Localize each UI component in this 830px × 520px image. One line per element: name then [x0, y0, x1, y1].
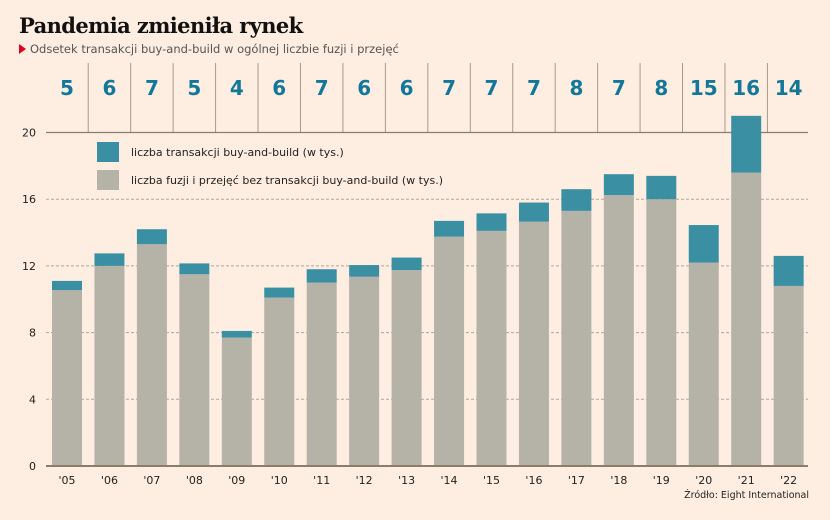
bar-segment-other [179, 274, 210, 466]
percent-value: 8 [569, 76, 583, 100]
y-tick-label: 4 [29, 393, 36, 406]
percent-value: 6 [102, 76, 116, 100]
x-tick-label: '14 [441, 474, 458, 487]
chart-title: Pandemia zmieniła rynek [19, 13, 303, 38]
bar-segment-buy-and-build [603, 174, 634, 196]
x-tick-label: '08 [186, 474, 203, 487]
x-tick-label: '06 [101, 474, 118, 487]
bar-segment-other [731, 172, 762, 466]
bar-segment-buy-and-build [561, 189, 592, 211]
legend-swatch-buy-and-build [97, 142, 119, 162]
percent-value: 7 [485, 76, 499, 100]
x-tick-label: '11 [313, 474, 330, 487]
bar-segment-buy-and-build [52, 280, 82, 291]
bar-segment-buy-and-build [476, 213, 507, 231]
x-tick-label: '16 [525, 474, 542, 487]
y-tick-label: 0 [29, 460, 36, 473]
bar-segment-buy-and-build [434, 220, 465, 237]
x-tick-label: '12 [356, 474, 373, 487]
percent-value: 16 [732, 76, 760, 100]
bar-segment-other [688, 262, 719, 466]
percent-value: 7 [442, 76, 456, 100]
x-tick-label: '10 [271, 474, 288, 487]
source-note: Źródło: Eight International [684, 490, 809, 501]
bar-segment-other [773, 285, 804, 466]
bar-segment-buy-and-build [773, 255, 804, 286]
bar-segment-buy-and-build [179, 263, 210, 275]
bar-segment-buy-and-build [518, 202, 549, 222]
x-tick-label: '15 [483, 474, 500, 487]
percent-value: 7 [145, 76, 159, 100]
bar-segment-buy-and-build [264, 287, 295, 298]
bar-segment-other [136, 244, 167, 466]
x-tick-label: '21 [738, 474, 755, 487]
x-tick-label: '22 [780, 474, 797, 487]
x-tick-label: '07 [143, 474, 160, 487]
bar-segment-other [349, 276, 380, 466]
bar-segment-other [603, 195, 634, 466]
x-tick-label: '19 [653, 474, 670, 487]
x-tick-label: '20 [695, 474, 712, 487]
legend-label: liczba transakcji buy-and-build (w tys.) [131, 146, 344, 159]
bar-segment-buy-and-build [391, 257, 422, 271]
percent-value: 5 [60, 76, 74, 100]
x-tick-label: '13 [398, 474, 415, 487]
percent-value: 8 [654, 76, 668, 100]
bar-segment-other [94, 265, 125, 466]
bar-segment-buy-and-build [94, 253, 125, 266]
bar-segment-other [518, 221, 549, 466]
bar-segment-other [52, 290, 82, 466]
subtitle-text: Odsetek transakcji buy-and-build w ogóln… [30, 42, 399, 56]
percent-value: 6 [272, 76, 286, 100]
bar-segment-other [561, 210, 592, 466]
bar-segment-buy-and-build [646, 175, 677, 200]
percent-value: 7 [527, 76, 541, 100]
percent-value: 15 [690, 76, 718, 100]
bar-segment-buy-and-build [349, 265, 380, 277]
bar-segment-other [264, 297, 295, 466]
percent-value: 7 [612, 76, 626, 100]
percent-value: 4 [230, 76, 244, 100]
x-tick-label: '18 [610, 474, 627, 487]
bar-segment-other [434, 236, 465, 466]
bar-segment-buy-and-build [731, 115, 762, 173]
percent-value: 7 [315, 76, 329, 100]
bar-segment-buy-and-build [221, 330, 252, 338]
legend-label: liczba fuzji i przejęć bez transakcji bu… [131, 174, 443, 187]
y-tick-label: 12 [22, 260, 36, 273]
x-tick-label: '09 [228, 474, 245, 487]
bar-segment-buy-and-build [688, 225, 719, 263]
y-tick-label: 16 [22, 193, 36, 206]
percent-value: 5 [187, 76, 201, 100]
bar-segment-other [476, 230, 507, 466]
bar-segment-other [221, 337, 252, 466]
y-tick-label: 20 [22, 127, 36, 140]
bar-segment-other [646, 199, 677, 466]
x-tick-label: '17 [568, 474, 585, 487]
bar-segment-other [391, 270, 422, 466]
percent-value: 14 [775, 76, 803, 100]
bar-segment-buy-and-build [306, 269, 337, 283]
percent-value: 6 [357, 76, 371, 100]
chart-subtitle: Odsetek transakcji buy-and-build w ogóln… [19, 42, 399, 56]
percent-value: 6 [400, 76, 414, 100]
bar-segment-buy-and-build [136, 229, 167, 245]
x-tick-label: '05 [58, 474, 75, 487]
triangle-bullet-icon [19, 44, 26, 54]
y-tick-label: 8 [29, 327, 36, 340]
legend-swatch-other [97, 170, 119, 190]
bar-segment-other [306, 282, 337, 466]
